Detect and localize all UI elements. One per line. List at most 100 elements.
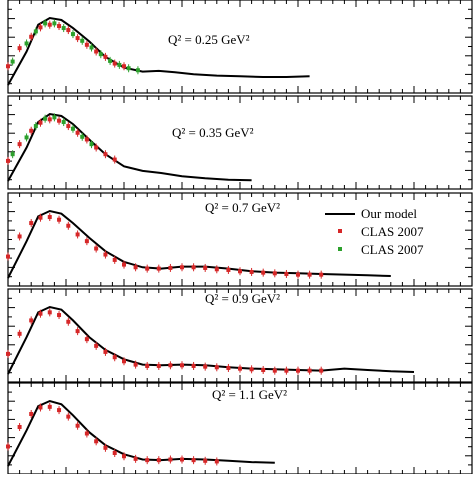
clas-red-point — [94, 439, 99, 444]
clas-red-point — [180, 363, 184, 368]
clas-red-point — [17, 142, 22, 147]
clas-red-point — [122, 359, 126, 364]
clas-green-point — [70, 126, 75, 131]
clas-red-point — [103, 445, 108, 450]
clas-green-point — [70, 32, 75, 37]
clas-green-point — [24, 135, 29, 140]
q2-label: Q² = 1.1 GeV² — [212, 387, 287, 402]
clas-red-point — [296, 368, 300, 373]
model-curve — [7, 16, 310, 86]
clas-red-point — [249, 367, 254, 372]
clas-red-point — [103, 152, 108, 157]
clas-red-point — [57, 313, 62, 318]
clas-red-point — [29, 221, 34, 226]
clas-red-point — [168, 265, 173, 270]
clas-red-point — [6, 444, 10, 449]
legend-label-clas-green: CLAS 2007 — [361, 242, 424, 257]
clas-red-point — [272, 368, 277, 373]
clas-green-point — [61, 26, 66, 31]
clas-red-point — [284, 271, 289, 276]
clas-green-point — [33, 124, 38, 129]
clas-red-point — [122, 64, 126, 69]
clas-green-point — [117, 62, 122, 67]
clas-red-point — [112, 451, 117, 455]
clas-red-point — [238, 366, 242, 371]
clas-red-point — [38, 405, 43, 410]
clas-red-point — [156, 266, 161, 271]
clas-green-point — [10, 152, 15, 157]
clas-red-point — [307, 272, 312, 277]
clas-red-point — [103, 54, 108, 59]
clas-red-point — [6, 64, 10, 69]
clas-red-point — [238, 269, 242, 274]
clas-green-point — [43, 116, 48, 121]
clas-red-point — [47, 215, 52, 220]
clas-red-point — [38, 25, 43, 30]
clas-red-point — [145, 458, 150, 463]
clas-red-point — [319, 272, 324, 277]
model-curve — [7, 209, 391, 279]
clas-red-point — [226, 365, 231, 370]
clas-red-point — [122, 262, 126, 267]
clas-red-point — [75, 36, 80, 41]
clas-red-point — [17, 425, 22, 429]
clas-red-point — [75, 232, 80, 237]
legend-label-clas-red: CLAS 2007 — [361, 224, 424, 239]
clas-red-point — [226, 267, 231, 272]
clas-red-point — [156, 363, 161, 368]
clas-red-point — [133, 456, 138, 461]
clas-red-point — [133, 362, 138, 367]
clas-red-point — [29, 412, 34, 416]
clas-green-point — [10, 59, 15, 64]
clas-red-point — [112, 61, 117, 66]
clas-red-point — [307, 368, 312, 373]
clas-red-point — [133, 265, 138, 270]
clas-red-point — [214, 365, 219, 370]
clas-red-point — [203, 265, 208, 270]
clas-red-point — [57, 408, 62, 413]
clas-red-point — [17, 46, 22, 51]
q2-label: Q² = 0.9 GeV² — [205, 291, 280, 306]
clas-red-point — [17, 331, 22, 336]
clas-green-point — [33, 29, 38, 34]
clas-red-point — [75, 130, 80, 135]
clas-red-point — [38, 311, 43, 316]
clas-red-point — [191, 363, 196, 368]
clas-red-point — [75, 423, 80, 428]
clas-red-point — [29, 128, 34, 133]
q2-label: Q² = 0.35 GeV² — [172, 125, 254, 140]
legend: Our model CLAS 2007 CLAS 2007 — [325, 206, 424, 257]
clas-red-point — [6, 158, 10, 163]
clas-red-point — [84, 239, 89, 244]
clas-red-point — [156, 458, 161, 463]
clas-green-point — [24, 41, 29, 46]
clas-red-point — [47, 404, 52, 409]
clas-red-point — [272, 271, 277, 276]
clas-red-point — [319, 368, 324, 373]
clas-green-point — [89, 45, 94, 50]
clas-red-point — [47, 310, 52, 315]
legend-marker-green — [338, 247, 342, 251]
clas-red-point — [191, 458, 196, 463]
clas-red-point — [145, 363, 150, 368]
clas-red-point — [168, 457, 173, 462]
clas-red-point — [145, 266, 150, 271]
clas-red-point — [38, 215, 43, 220]
clas-red-point — [168, 363, 173, 368]
clas-red-point — [191, 265, 196, 270]
clas-red-point — [84, 337, 89, 342]
clas-red-point — [6, 351, 10, 356]
clas-red-point — [57, 118, 62, 123]
clas-red-point — [66, 319, 71, 324]
clas-red-point — [112, 257, 117, 262]
clas-red-point — [180, 457, 184, 462]
clas-red-point — [66, 28, 71, 33]
clas-red-point — [112, 157, 117, 162]
legend-marker-red — [338, 229, 342, 233]
clas-red-point — [29, 34, 34, 39]
clas-red-point — [47, 22, 52, 27]
clas-red-point — [94, 343, 99, 348]
clas-red-point — [66, 414, 71, 419]
